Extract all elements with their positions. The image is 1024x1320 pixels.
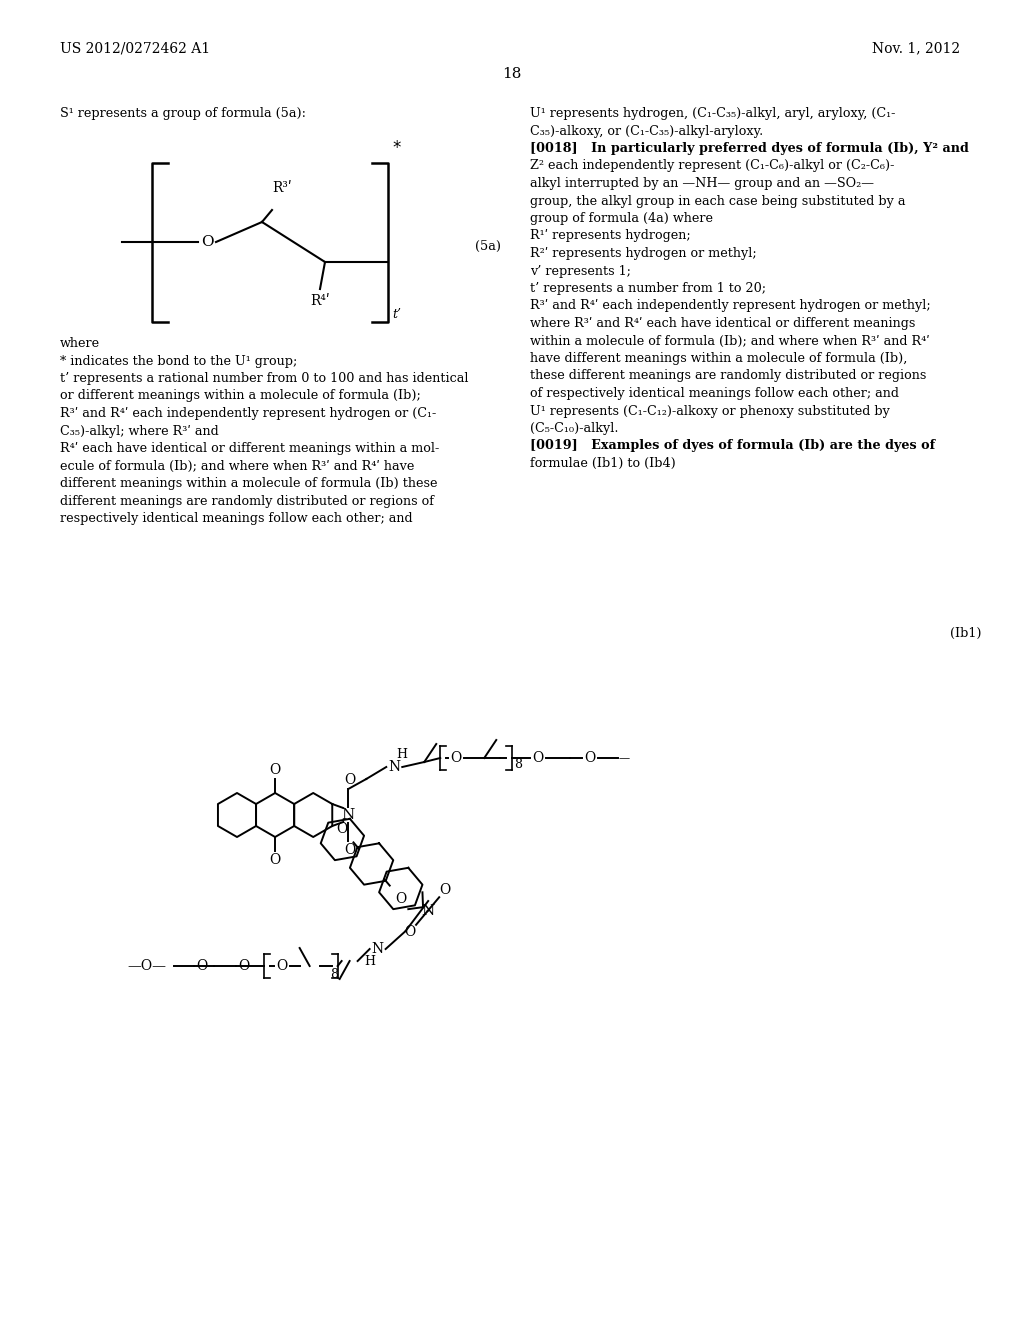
Text: different meanings within a molecule of formula (Ib) these: different meanings within a molecule of … (60, 477, 437, 490)
Text: O: O (345, 774, 356, 787)
Text: C₃₅)-alkyl; where R³ʹ and: C₃₅)-alkyl; where R³ʹ and (60, 425, 219, 437)
Text: of respectively identical meanings follow each other; and: of respectively identical meanings follo… (530, 387, 899, 400)
Text: [0018]   In particularly preferred dyes of formula (Ib), Y² and: [0018] In particularly preferred dyes of… (530, 143, 969, 154)
Text: —: — (618, 752, 630, 763)
Text: US 2012/0272462 A1: US 2012/0272462 A1 (60, 41, 210, 55)
Text: have different meanings within a molecule of formula (Ib),: have different meanings within a molecul… (530, 352, 907, 366)
Text: H: H (396, 748, 408, 762)
Text: O: O (337, 822, 347, 836)
Text: O: O (439, 883, 451, 898)
Text: N: N (342, 808, 355, 822)
Text: R³ʹ and R⁴ʹ each independently represent hydrogen or methyl;: R³ʹ and R⁴ʹ each independently represent… (530, 300, 931, 313)
Text: O: O (345, 843, 356, 857)
Text: ecule of formula (Ib); and where when R³ʹ and R⁴ʹ have: ecule of formula (Ib); and where when R³… (60, 459, 415, 473)
Text: t’ represents a number from 1 to 20;: t’ represents a number from 1 to 20; (530, 282, 766, 294)
Text: formulae (Ib1) to (Ib4): formulae (Ib1) to (Ib4) (530, 457, 676, 470)
Text: R³ʹ and R⁴ʹ each independently represent hydrogen or (C₁-: R³ʹ and R⁴ʹ each independently represent… (60, 407, 436, 420)
Text: O: O (269, 763, 281, 777)
Text: 8: 8 (330, 968, 338, 981)
Text: Nov. 1, 2012: Nov. 1, 2012 (871, 41, 961, 55)
Text: O: O (532, 751, 544, 766)
Text: (5a): (5a) (475, 240, 501, 253)
Text: *: * (392, 139, 400, 157)
Text: O: O (196, 960, 207, 973)
Text: [0019]   Examples of dyes of formula (Ib) are the dyes of: [0019] Examples of dyes of formula (Ib) … (530, 440, 935, 453)
Text: * indicates the bond to the U¹ group;: * indicates the bond to the U¹ group; (60, 355, 297, 367)
Text: —O—: —O— (128, 960, 167, 973)
Text: N: N (421, 904, 434, 917)
Text: or different meanings within a molecule of formula (Ib);: or different meanings within a molecule … (60, 389, 421, 403)
Text: H: H (365, 954, 375, 968)
Text: R¹ʹ represents hydrogen;: R¹ʹ represents hydrogen; (530, 230, 690, 243)
Text: R⁴ʹ each have identical or different meanings within a mol-: R⁴ʹ each have identical or different mea… (60, 442, 439, 455)
Text: O: O (201, 235, 213, 249)
Text: these different meanings are randomly distributed or regions: these different meanings are randomly di… (530, 370, 927, 383)
Text: t’: t’ (392, 308, 401, 321)
Text: 18: 18 (503, 67, 521, 81)
Text: t’ represents a rational number from 0 to 100 and has identical: t’ represents a rational number from 0 t… (60, 372, 469, 385)
Text: v’ represents 1;: v’ represents 1; (530, 264, 631, 277)
Text: O: O (404, 925, 416, 939)
Text: U¹ represents hydrogen, (C₁-C₃₅)-alkyl, aryl, aryloxy, (C₁-: U¹ represents hydrogen, (C₁-C₃₅)-alkyl, … (530, 107, 895, 120)
Text: O: O (269, 853, 281, 867)
Text: U¹ represents (C₁-C₁₂)-alkoxy or phenoxy substituted by: U¹ represents (C₁-C₁₂)-alkoxy or phenoxy… (530, 404, 890, 417)
Text: different meanings are randomly distributed or regions of: different meanings are randomly distribu… (60, 495, 434, 507)
Text: C₃₅)-alkoxy, or (C₁-C₃₅)-alkyl-aryloxy.: C₃₅)-alkoxy, or (C₁-C₃₅)-alkyl-aryloxy. (530, 124, 763, 137)
Text: (Ib1): (Ib1) (950, 627, 981, 640)
Text: alkyl interrupted by an —NH— group and an —SO₂—: alkyl interrupted by an —NH— group and a… (530, 177, 874, 190)
Text: O: O (395, 892, 407, 907)
Text: N: N (372, 942, 384, 956)
Text: within a molecule of formula (Ib); and where when R³ʹ and R⁴ʹ: within a molecule of formula (Ib); and w… (530, 334, 930, 347)
Text: O: O (276, 960, 288, 973)
Text: O: O (451, 751, 462, 766)
Text: group, the alkyl group in each case being substituted by a: group, the alkyl group in each case bein… (530, 194, 905, 207)
Text: where: where (60, 337, 100, 350)
Text: (C₅-C₁₀)-alkyl.: (C₅-C₁₀)-alkyl. (530, 422, 618, 436)
Text: O: O (238, 960, 249, 973)
Text: respectively identical meanings follow each other; and: respectively identical meanings follow e… (60, 512, 413, 525)
Text: R⁴ʹ: R⁴ʹ (310, 294, 330, 308)
Text: R²ʹ represents hydrogen or methyl;: R²ʹ represents hydrogen or methyl; (530, 247, 757, 260)
Text: group of formula (4a) where: group of formula (4a) where (530, 213, 713, 224)
Text: N: N (388, 760, 400, 774)
Text: where R³ʹ and R⁴ʹ each have identical or different meanings: where R³ʹ and R⁴ʹ each have identical or… (530, 317, 915, 330)
Text: O: O (585, 751, 596, 766)
Text: 8: 8 (514, 758, 522, 771)
Text: R³ʹ: R³ʹ (272, 181, 292, 195)
Text: Z² each independently represent (C₁-C₆)-alkyl or (C₂-C₆)-: Z² each independently represent (C₁-C₆)-… (530, 160, 894, 173)
Text: S¹ represents a group of formula (5a):: S¹ represents a group of formula (5a): (60, 107, 306, 120)
